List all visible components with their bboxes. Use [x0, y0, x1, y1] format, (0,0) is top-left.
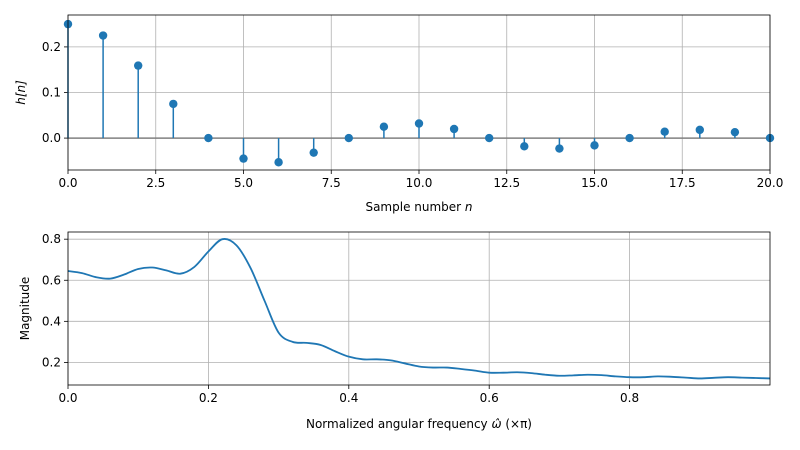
x-tick-label: 7.5 [322, 176, 341, 190]
stem-marker [380, 122, 388, 130]
x-axis-label-suffix: (×π) [502, 417, 532, 431]
stem-marker [345, 134, 353, 142]
stem-marker [274, 158, 282, 166]
stem-marker [169, 100, 177, 108]
y-tick-label: 0.0 [42, 131, 61, 145]
y-tick-label: 0.2 [42, 40, 61, 54]
x-tick-label: 2.5 [146, 176, 165, 190]
y-axis-label: Magnitude [18, 277, 32, 341]
magnitude-plot-panel: 0.0 0.2 0.4 0.6 0.8 0.2 0.4 0.6 0.8 Normalized an… [18, 232, 770, 431]
stem-marker [520, 142, 528, 150]
x-axis-label: Sample number n [365, 200, 472, 214]
stem-marker [661, 128, 669, 136]
x-axis-label-text: Sample number [365, 200, 464, 214]
stem-marker [731, 128, 739, 136]
stem-marker [485, 134, 493, 142]
stem-plot-panel: 0.0 2.5 5.0 7.5 10.0 12.5 15.0 17.5 20.0 0.0 0.1 0.… [14, 15, 783, 214]
y-tick-label: 0.2 [42, 355, 61, 369]
stem-marker [555, 144, 563, 152]
y-tick-label: 0.4 [42, 314, 61, 328]
x-tick-label: 15.0 [581, 176, 608, 190]
x-tick-label: 10.0 [406, 176, 433, 190]
stem-marker [696, 126, 704, 134]
x-tick-label: 12.5 [493, 176, 520, 190]
x-tick-label: 20.0 [757, 176, 784, 190]
stem-marker [415, 119, 423, 127]
stem-marker [134, 61, 142, 69]
x-tick-label: 0.0 [58, 391, 77, 405]
omega-hat-symbol: ω̂ [491, 417, 501, 431]
y-tick-label: 0.6 [42, 273, 61, 287]
x-axis-label-variable: n [465, 200, 473, 214]
x-tick-label: 17.5 [669, 176, 696, 190]
x-tick-label: 0.8 [620, 391, 639, 405]
stem-marker [450, 125, 458, 133]
stem-marker [625, 134, 633, 142]
x-tick-label: 0.4 [339, 391, 358, 405]
x-axis-label: Normalized angular frequency ω̂ (×π) [306, 417, 532, 431]
y-tick-label: 0.1 [42, 86, 61, 100]
stem-marker [204, 134, 212, 142]
y-axis-label: h[n] [14, 80, 28, 105]
x-tick-label: 5.0 [234, 176, 253, 190]
x-axis-label-text: Normalized angular frequency [306, 417, 491, 431]
stem-marker [590, 141, 598, 149]
stem-marker [239, 154, 247, 162]
magnitude-line [68, 239, 770, 378]
x-tick-label: 0.2 [199, 391, 218, 405]
x-tick-label: 0.6 [480, 391, 499, 405]
x-tick-label: 0.0 [58, 176, 77, 190]
y-tick-label: 0.8 [42, 232, 61, 246]
stem-marker [99, 31, 107, 39]
stem-marker [310, 148, 318, 156]
